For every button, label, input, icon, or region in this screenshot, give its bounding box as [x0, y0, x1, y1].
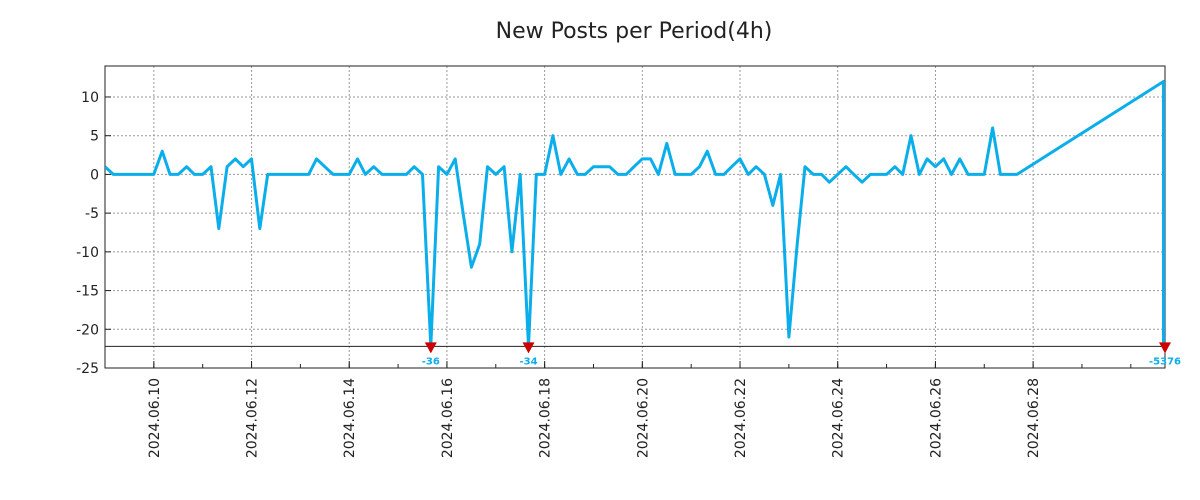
y-tick-label: -20: [76, 322, 99, 338]
clip-marker: [1159, 342, 1171, 354]
x-tick-label: 2024.06.20: [635, 378, 651, 458]
x-tick-label: 2024.06.16: [440, 378, 456, 458]
clip-value-label: -36: [422, 356, 440, 367]
y-tick-label: 5: [90, 129, 99, 145]
x-tick-label: 2024.06.12: [245, 378, 261, 458]
series-layer: [105, 80, 1165, 348]
clip-marker: [522, 342, 535, 354]
x-tick-label: 2024.06.24: [831, 378, 847, 458]
y-tick-label: -15: [76, 284, 99, 300]
grid: [105, 66, 1165, 369]
clip-value-label: -34: [519, 356, 537, 367]
y-tick-label: 0: [90, 167, 99, 183]
clip-markers: -36 -34 -5376: [422, 342, 1181, 367]
x-tick-label: 2024.06.26: [928, 378, 944, 458]
x-tick-label: 2024.06.10: [147, 378, 163, 458]
y-tick-label: -10: [76, 245, 99, 261]
series-line: [105, 80, 1165, 348]
y-tick-label: -5: [85, 206, 99, 222]
chart-title: New Posts per Period(4h): [496, 19, 773, 44]
x-tick-label: 2024.06.14: [342, 378, 358, 458]
clip-marker: [424, 342, 437, 354]
x-tick-label: 2024.06.18: [538, 378, 554, 458]
y-tick-label: -25: [76, 361, 99, 377]
x-tick-label: 2024.06.28: [1026, 378, 1042, 458]
x-tick-label: 2024.06.22: [733, 378, 749, 458]
clip-value-label: -5376: [1149, 356, 1181, 367]
y-tick-label: 10: [81, 90, 99, 106]
axes: 10 5 0 -5 -10 -15 -20 -25 2024.06.10 2024.06.12 20…: [76, 65, 1166, 458]
plot-frame: [104, 65, 1166, 369]
